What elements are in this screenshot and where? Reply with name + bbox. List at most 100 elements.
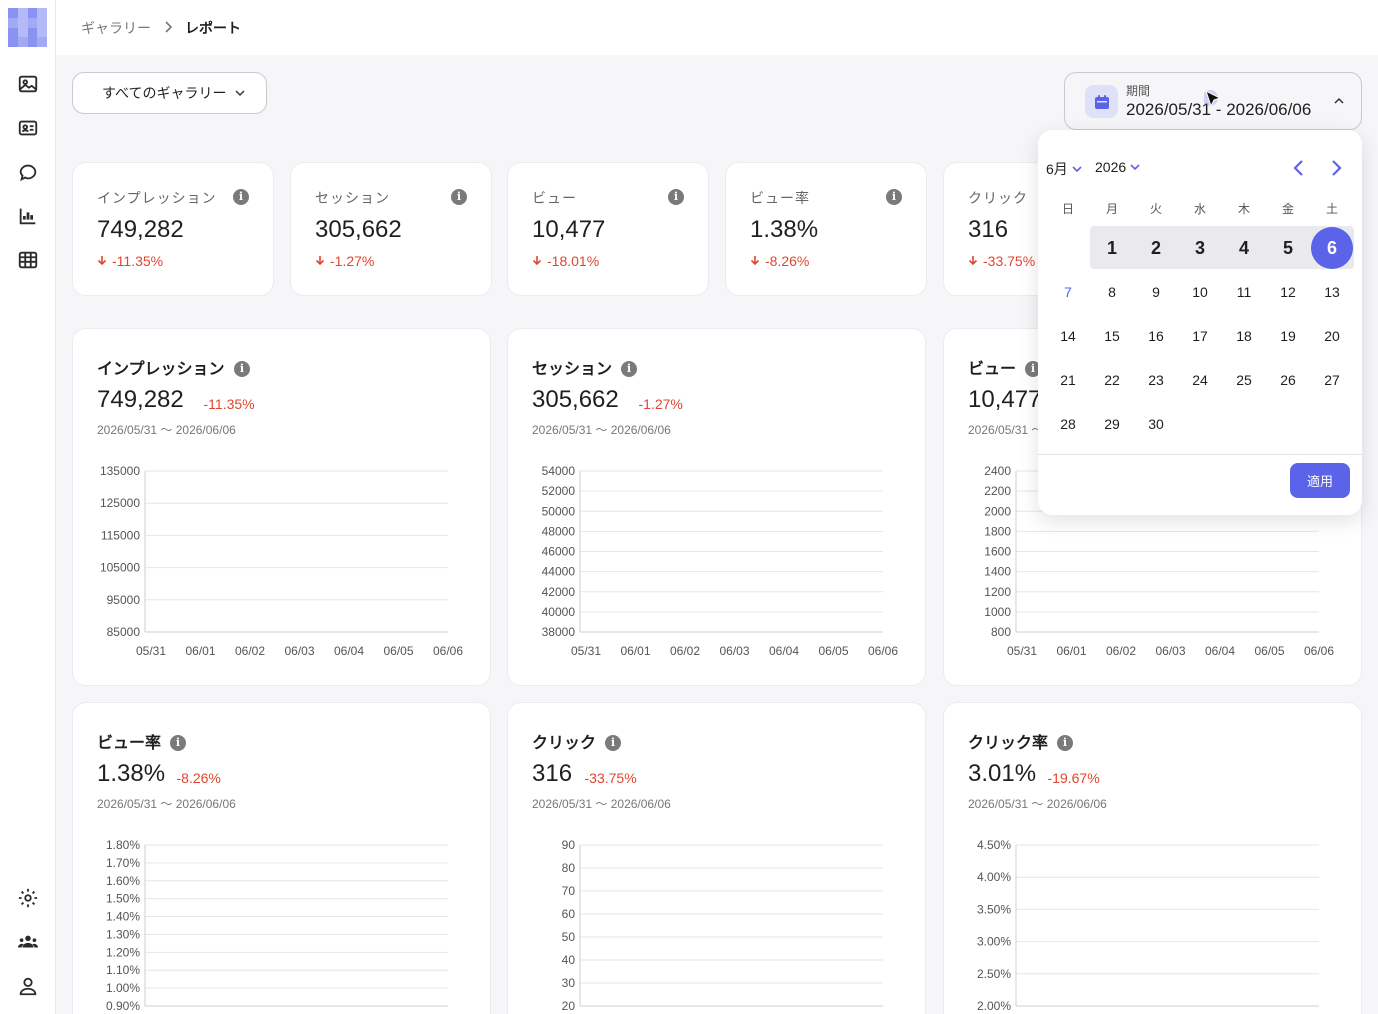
calendar-day[interactable]: 3: [1194, 238, 1205, 258]
chart-title: クリック率: [968, 735, 1049, 752]
gallery-select[interactable]: すべてのギャラリー: [72, 72, 267, 114]
year-select[interactable]: 2026: [1095, 159, 1141, 175]
info-icon[interactable]: i: [668, 189, 684, 205]
calendar-day[interactable]: 12: [1280, 284, 1296, 300]
table-grid-icon[interactable]: [14, 246, 42, 274]
weekday-label: 水: [1193, 202, 1206, 216]
kpi-delta-value: -1.27%: [330, 253, 375, 269]
x-tick-label: 06/04: [1205, 644, 1235, 658]
calendar-day[interactable]: 27: [1324, 372, 1340, 388]
info-icon[interactable]: i: [621, 361, 637, 377]
chart-title: クリック: [532, 735, 597, 752]
chevron-right-icon[interactable]: [1327, 158, 1345, 178]
chart-value: 316: [532, 760, 573, 787]
y-tick-label: 1000: [984, 605, 1011, 619]
chevron-left-icon[interactable]: [1290, 158, 1308, 178]
calendar-day[interactable]: 16: [1148, 328, 1164, 344]
calendar-day[interactable]: 6: [1310, 226, 1354, 270]
calendar-day[interactable]: 24: [1192, 372, 1208, 388]
calendar-day[interactable]: 2: [1150, 238, 1161, 258]
period-picker[interactable]: 期間 2026/05/31 - 2026/06/06: [1064, 72, 1362, 130]
x-tick-label: 06/05: [1254, 644, 1284, 658]
calendar-day[interactable]: 4: [1238, 238, 1249, 258]
info-icon[interactable]: i: [605, 735, 621, 751]
contact-card-icon[interactable]: [14, 114, 42, 142]
x-tick-label: 06/03: [1155, 644, 1185, 658]
user-icon[interactable]: [14, 972, 42, 1000]
y-tick-label: 1.10%: [106, 963, 140, 977]
chart-date-range: 2026/05/31 〜 2026/06/06: [532, 797, 671, 811]
calendar-day[interactable]: 21: [1060, 372, 1076, 388]
chevron-right-icon: [161, 20, 175, 37]
calendar-day[interactable]: 29: [1104, 416, 1120, 432]
calendar-day[interactable]: 28: [1060, 416, 1076, 432]
chart-title: ビュー: [968, 361, 1017, 378]
kpi-delta: -33.75%: [968, 253, 1035, 269]
calendar-day[interactable]: 30: [1148, 416, 1164, 432]
y-tick-label: 1400: [984, 565, 1011, 579]
info-icon[interactable]: i: [170, 735, 186, 751]
kpi-delta-value: -8.26%: [765, 253, 810, 269]
calendar-day[interactable]: 14: [1060, 328, 1076, 344]
calendar-day[interactable]: 5: [1282, 238, 1293, 258]
y-tick-label: 135000: [100, 464, 140, 478]
x-tick-label: 06/02: [235, 644, 265, 658]
y-tick-label: 3.50%: [977, 902, 1011, 916]
calendar-popover: 6月 2026 日月火水木金土 1 2 3 4 5 6 7 8 9 10 11 12 13 14 15 16 1…: [1038, 130, 1362, 515]
calendar-day[interactable]: 13: [1324, 284, 1340, 300]
calendar-day[interactable]: 22: [1104, 372, 1120, 388]
info-icon[interactable]: i: [886, 189, 902, 205]
chat-bubble-icon[interactable]: [14, 158, 42, 186]
weekday-label: 月: [1105, 202, 1118, 216]
kpi-label: セッション: [315, 190, 390, 206]
breadcrumb-parent[interactable]: ギャラリー: [81, 20, 151, 36]
info-icon[interactable]: i: [1025, 361, 1041, 377]
chart-delta: -19.67%: [1047, 770, 1100, 786]
calendar-day[interactable]: 26: [1280, 372, 1296, 388]
bar-chart-icon[interactable]: [14, 202, 42, 230]
kpi-label: ビュー: [532, 190, 577, 206]
chart-title: ビュー率: [97, 735, 162, 752]
calendar-day[interactable]: 23: [1148, 372, 1164, 388]
calendar-day[interactable]: 19: [1280, 328, 1296, 344]
x-tick-label: 06/06: [868, 644, 898, 658]
x-tick-label: 06/03: [719, 644, 749, 658]
kpi-delta-value: -33.75%: [983, 253, 1036, 269]
app-logo[interactable]: [8, 8, 47, 47]
y-tick-label: 1800: [984, 524, 1011, 538]
chart-title: インプレッション: [97, 361, 225, 378]
y-tick-label: 2.50%: [977, 967, 1011, 981]
y-tick-label: 70: [562, 884, 576, 898]
calendar-day[interactable]: 18: [1236, 328, 1252, 344]
apply-button[interactable]: 適用: [1290, 463, 1350, 498]
calendar-day[interactable]: 25: [1236, 372, 1252, 388]
calendar-day[interactable]: 10: [1192, 284, 1208, 300]
info-icon[interactable]: i: [451, 189, 467, 205]
y-tick-label: 1.00%: [106, 981, 140, 995]
x-tick-label: 06/06: [433, 644, 463, 658]
line-chart: 54000 52000 50000 48000 46000 44000 42000 40000…: [542, 464, 899, 658]
calendar-day[interactable]: 17: [1192, 328, 1208, 344]
calendar-day[interactable]: 7: [1064, 284, 1072, 300]
kpi-value: 1.38%: [750, 216, 819, 243]
users-icon[interactable]: [14, 928, 42, 956]
weekday-label: 金: [1281, 202, 1294, 216]
gear-icon[interactable]: [14, 884, 42, 912]
chevron-up-icon: [1334, 97, 1344, 104]
info-icon[interactable]: i: [1057, 735, 1073, 751]
image-icon[interactable]: [14, 70, 42, 98]
y-tick-label: 48000: [542, 524, 576, 538]
x-tick-label: 05/31: [136, 644, 166, 658]
y-tick-label: 1.30%: [106, 927, 140, 941]
calendar-day[interactable]: 1: [1106, 238, 1117, 258]
calendar-day[interactable]: 11: [1236, 284, 1252, 300]
sidebar: [0, 0, 56, 1014]
calendar-day[interactable]: 8: [1108, 284, 1116, 300]
info-icon[interactable]: i: [234, 361, 250, 377]
year-value: 2026: [1095, 159, 1127, 175]
calendar-day[interactable]: 9: [1152, 284, 1160, 300]
month-select[interactable]: 6月: [1046, 159, 1083, 179]
calendar-day[interactable]: 15: [1104, 328, 1120, 344]
info-icon[interactable]: i: [233, 189, 249, 205]
calendar-day[interactable]: 20: [1324, 328, 1340, 344]
